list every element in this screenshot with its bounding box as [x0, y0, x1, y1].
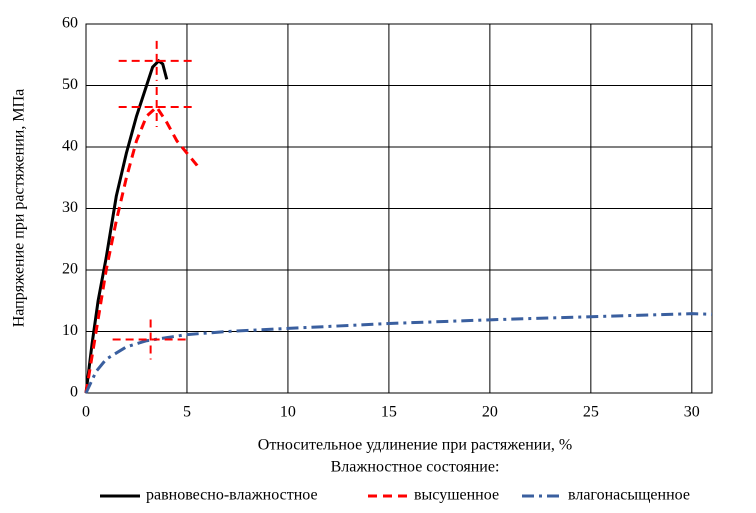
y-tick-label: 30: [62, 199, 78, 216]
x-tick-label: 30: [684, 404, 700, 421]
legend-label: высушенное: [414, 487, 499, 504]
legend-title: Влажностное состояние:: [331, 459, 500, 476]
legend-label: равновесно-влажностное: [146, 487, 318, 504]
legend-label: влагонасыщенное: [568, 487, 690, 504]
series-line: [84, 104, 201, 394]
series-line: [84, 312, 713, 394]
x-tick-label: 10: [280, 404, 296, 421]
y-tick-label: 0: [70, 384, 78, 401]
x-tick-label: 20: [482, 404, 498, 421]
y-tick-label: 10: [62, 322, 78, 339]
x-axis-label: Относительное удлинение при растяжении, …: [258, 437, 572, 454]
x-tick-label: 15: [381, 404, 397, 421]
x-tick-label: 5: [183, 404, 191, 421]
y-tick-label: 50: [62, 76, 78, 93]
x-tick-label: 0: [82, 404, 90, 421]
y-tick-label: 60: [62, 15, 78, 32]
x-tick-label: 25: [583, 404, 599, 421]
y-tick-label: 20: [62, 261, 78, 278]
y-tick-label: 40: [62, 138, 78, 155]
plot-frame: [85, 23, 713, 394]
y-axis-label: Напряжение при растяжении, МПа: [11, 89, 28, 328]
